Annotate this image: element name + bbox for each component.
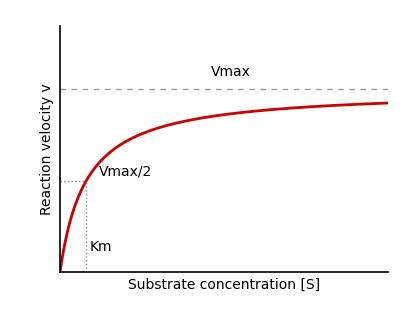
X-axis label: Substrate concentration [S]: Substrate concentration [S] <box>128 277 320 292</box>
Y-axis label: Reaction velocity v: Reaction velocity v <box>40 83 54 215</box>
Text: Vmax: Vmax <box>211 65 250 78</box>
Text: Km: Km <box>90 240 112 254</box>
Text: Vmax/2: Vmax/2 <box>99 165 153 179</box>
